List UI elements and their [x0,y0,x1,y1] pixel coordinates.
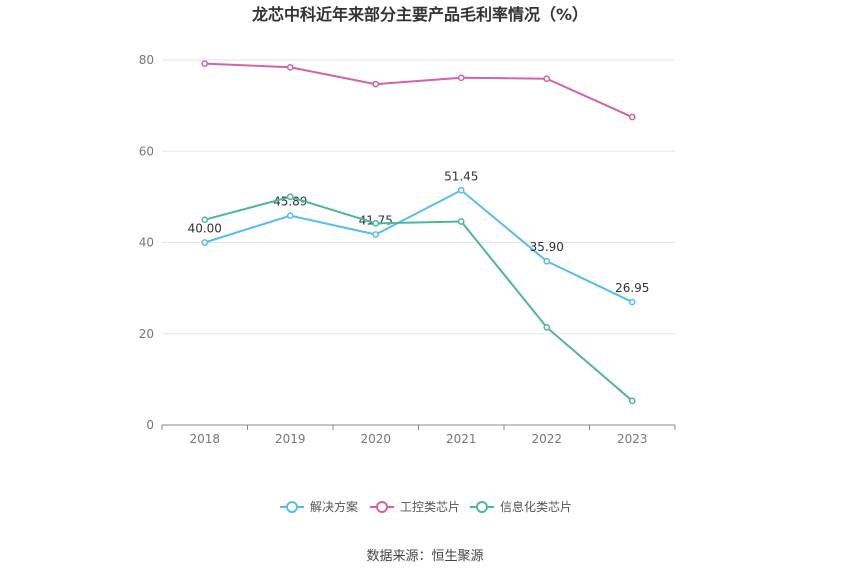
legend-marker [286,501,298,513]
y-tick-label: 40 [139,236,154,250]
series-3 [201,193,636,405]
data-point[interactable] [628,298,636,306]
data-point[interactable] [201,239,209,246]
x-tick-label: 2023 [617,432,648,446]
x-tick-label: 2019 [275,432,306,446]
data-point[interactable] [286,212,294,219]
data-point[interactable] [372,231,380,238]
series-line [204,62,633,118]
series-2 [201,60,636,121]
legend[interactable]: 解决方案 工控类芯片 信息化类芯片 [280,499,572,514]
data-point[interactable] [628,397,636,405]
gridlines [162,59,675,335]
y-tick-label: 20 [139,327,154,341]
data-label: 45.89 [273,195,307,209]
data-point[interactable] [457,218,465,225]
data-point[interactable] [372,219,380,227]
data-point[interactable] [543,257,551,265]
y-axis: 0 20 40 60 80 [139,53,154,432]
y-tick-label: 60 [139,144,154,158]
data-point[interactable] [201,216,209,224]
source-note: 数据来源：恒生聚源 [366,549,483,564]
data-point[interactable] [286,63,294,71]
legend-label: 信息化类芯片 [500,499,572,514]
data-point[interactable] [543,75,551,83]
legend-label: 工控类芯片 [400,500,460,514]
data-label: 35.90 [530,240,564,254]
x-tick-label: 2022 [531,432,562,446]
data-point[interactable] [543,324,551,331]
legend-item-2[interactable]: 工控类芯片 [370,500,460,514]
series-line [204,195,633,402]
y-tick-label: 80 [139,53,154,67]
legend-item-3[interactable]: 信息化类芯片 [470,499,572,514]
data-label: 26.95 [615,281,649,295]
data-point[interactable] [457,74,465,82]
x-tick-label: 2018 [189,432,220,446]
x-tick-label: 2020 [360,432,391,446]
series-line [204,189,633,303]
data-point[interactable] [628,113,636,121]
data-label: 40.00 [188,222,222,236]
legend-item-1[interactable]: 解决方案 [280,499,358,514]
x-tick-label: 2021 [446,432,477,446]
data-point[interactable] [372,80,380,88]
legend-label: 解决方案 [310,499,358,514]
data-point[interactable] [201,60,209,68]
y-tick-label: 0 [146,418,154,432]
data-point[interactable] [286,193,294,201]
legend-marker [376,501,388,513]
data-point[interactable] [457,186,465,194]
legend-marker [476,501,488,513]
x-axis: 2018 2019 2020 2021 2022 2023 [161,424,676,446]
chart-title: 龙芯中科近年来部分主要产品毛利率情况（%） [251,5,588,24]
data-label: 51.45 [444,169,478,183]
